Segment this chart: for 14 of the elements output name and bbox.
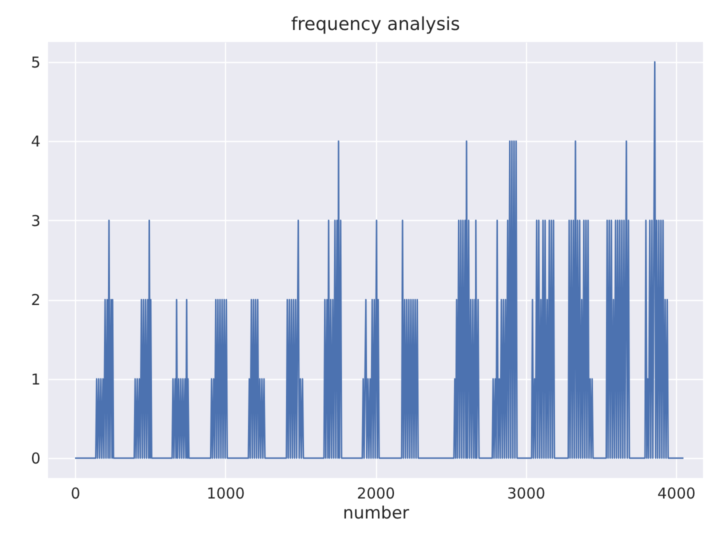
x-tick-label: 1000 xyxy=(206,484,245,502)
x-axis-title: number xyxy=(342,504,410,524)
y-tick-label: 4 xyxy=(30,132,40,151)
x-tick-label: 4000 xyxy=(657,484,696,502)
x-tick-label: 2000 xyxy=(356,484,396,502)
x-tick-label: 0 xyxy=(70,484,80,502)
chart-title: frequency analysis xyxy=(291,14,460,35)
y-tick-label: 5 xyxy=(30,53,40,72)
y-tick-label: 2 xyxy=(30,291,40,310)
x-tick-label: 3000 xyxy=(507,484,546,502)
y-tick-label: 3 xyxy=(30,212,40,230)
y-tick-label: 0 xyxy=(30,450,40,468)
line-series xyxy=(74,61,684,459)
y-tick-label: 1 xyxy=(30,370,40,388)
